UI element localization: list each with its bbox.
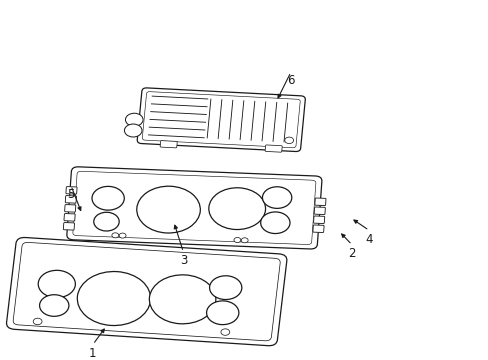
Text: 6: 6 bbox=[286, 75, 294, 87]
FancyBboxPatch shape bbox=[6, 238, 286, 346]
Circle shape bbox=[125, 113, 143, 126]
Circle shape bbox=[40, 295, 69, 316]
Circle shape bbox=[137, 186, 200, 233]
FancyBboxPatch shape bbox=[65, 195, 76, 203]
Circle shape bbox=[119, 233, 126, 238]
Circle shape bbox=[33, 318, 42, 325]
Circle shape bbox=[38, 270, 75, 298]
Circle shape bbox=[149, 275, 215, 324]
Circle shape bbox=[112, 233, 119, 238]
Circle shape bbox=[260, 212, 289, 234]
Circle shape bbox=[77, 271, 150, 325]
Text: 2: 2 bbox=[347, 247, 355, 260]
Circle shape bbox=[233, 238, 240, 243]
Circle shape bbox=[241, 238, 247, 243]
FancyBboxPatch shape bbox=[314, 207, 325, 215]
Text: 1: 1 bbox=[89, 347, 97, 360]
Text: 4: 4 bbox=[365, 233, 372, 246]
FancyBboxPatch shape bbox=[66, 186, 77, 194]
FancyBboxPatch shape bbox=[63, 222, 74, 230]
FancyBboxPatch shape bbox=[64, 204, 76, 212]
Circle shape bbox=[206, 301, 238, 325]
FancyBboxPatch shape bbox=[264, 145, 282, 152]
Circle shape bbox=[284, 137, 293, 144]
Circle shape bbox=[262, 187, 291, 208]
Text: 3: 3 bbox=[179, 255, 187, 267]
FancyBboxPatch shape bbox=[67, 167, 321, 249]
FancyBboxPatch shape bbox=[137, 88, 305, 152]
Circle shape bbox=[208, 188, 265, 230]
FancyBboxPatch shape bbox=[64, 213, 75, 221]
FancyBboxPatch shape bbox=[313, 216, 324, 224]
Circle shape bbox=[209, 276, 242, 300]
Circle shape bbox=[92, 186, 124, 210]
Circle shape bbox=[221, 329, 229, 335]
Circle shape bbox=[94, 212, 119, 231]
Circle shape bbox=[124, 124, 142, 137]
FancyBboxPatch shape bbox=[160, 141, 177, 148]
FancyBboxPatch shape bbox=[314, 198, 325, 206]
FancyBboxPatch shape bbox=[312, 225, 324, 233]
Text: 5: 5 bbox=[67, 188, 75, 201]
